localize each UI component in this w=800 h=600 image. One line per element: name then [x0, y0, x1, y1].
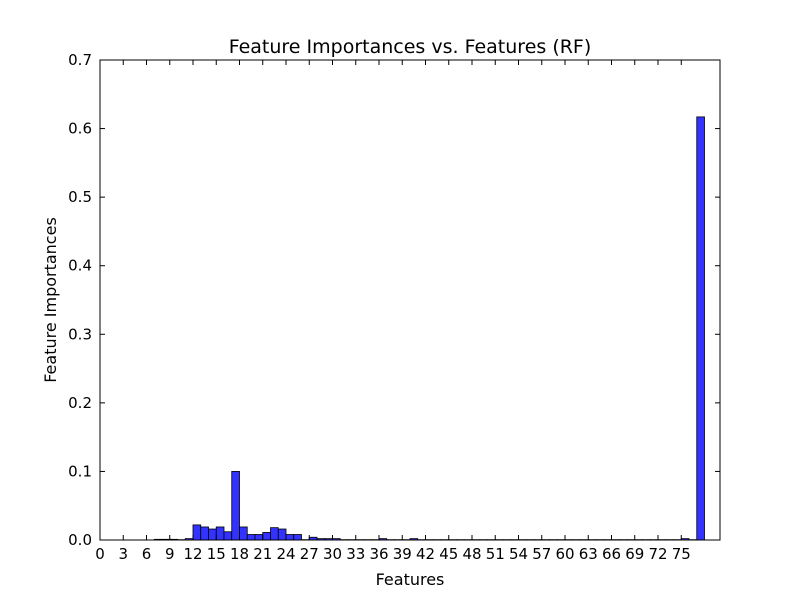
x-tick-label: 30 — [323, 545, 342, 563]
x-tick-label: 33 — [346, 545, 365, 563]
plot-frame — [99, 59, 721, 541]
bar-feature-14 — [208, 528, 217, 541]
x-tick-label: 3 — [118, 545, 128, 563]
x-tick-label: 69 — [625, 545, 644, 563]
y-tick-label: 0.3 — [68, 325, 92, 343]
x-tick-label: 21 — [253, 545, 272, 563]
bar-feature-17 — [231, 471, 240, 541]
y-tick-label: 0.5 — [68, 188, 92, 206]
bar-feature-13 — [200, 526, 209, 541]
bar-feature-12 — [192, 524, 202, 541]
y-tick-label: 0.1 — [68, 462, 92, 480]
x-tick-label: 63 — [579, 545, 598, 563]
x-tick-label: 57 — [532, 545, 551, 563]
bar-feature-16 — [223, 531, 233, 541]
x-tick-label: 45 — [439, 545, 458, 563]
x-tick-label: 66 — [602, 545, 621, 563]
x-tick-label: 48 — [462, 545, 481, 563]
x-tick-label: 51 — [486, 545, 505, 563]
bar-feature-21 — [262, 532, 271, 541]
x-tick-label: 72 — [648, 545, 667, 563]
chart-title: Feature Importances vs. Features (RF) — [229, 36, 592, 58]
x-tick-label: 0 — [95, 545, 105, 563]
bar-feature-18 — [239, 526, 248, 541]
bars-layer — [153, 116, 705, 541]
y-tick-label: 0.7 — [68, 51, 92, 69]
x-tick-label: 36 — [369, 545, 388, 563]
bar-feature-77 — [696, 116, 705, 541]
y-axis-label: Feature Importances — [41, 217, 60, 383]
x-tick-label: 42 — [416, 545, 435, 563]
bar-feature-22 — [270, 527, 279, 541]
bar-feature-15 — [215, 526, 225, 541]
x-tick-label: 75 — [672, 545, 691, 563]
x-tick-label: 39 — [393, 545, 412, 563]
x-tick-label: 60 — [555, 545, 574, 563]
bar-feature-25 — [293, 534, 302, 541]
ticks-layer: 0 3 6 9 12 15 18 21 24 27 30 33 36 39 42 45 48 51 54 57 60 63… — [68, 51, 720, 563]
y-tick-label: 0.4 — [68, 257, 92, 275]
x-tick-label: 18 — [230, 545, 249, 563]
x-tick-label: 27 — [300, 545, 319, 563]
bar-feature-23 — [277, 528, 287, 541]
x-tick-label: 54 — [509, 545, 528, 563]
x-tick-label: 12 — [183, 545, 202, 563]
bar-feature-20 — [254, 534, 264, 541]
y-tick-label: 0.6 — [68, 120, 92, 138]
x-axis-label: Features — [376, 570, 445, 589]
y-tick-label: 0.0 — [68, 531, 92, 549]
x-tick-label: 9 — [165, 545, 175, 563]
x-tick-label: 24 — [276, 545, 295, 563]
y-tick-label: 0.2 — [68, 394, 92, 412]
bar-feature-19 — [246, 534, 256, 541]
bar-feature-24 — [285, 534, 295, 541]
x-tick-label: 15 — [207, 545, 226, 563]
x-tick-label: 6 — [142, 545, 152, 563]
